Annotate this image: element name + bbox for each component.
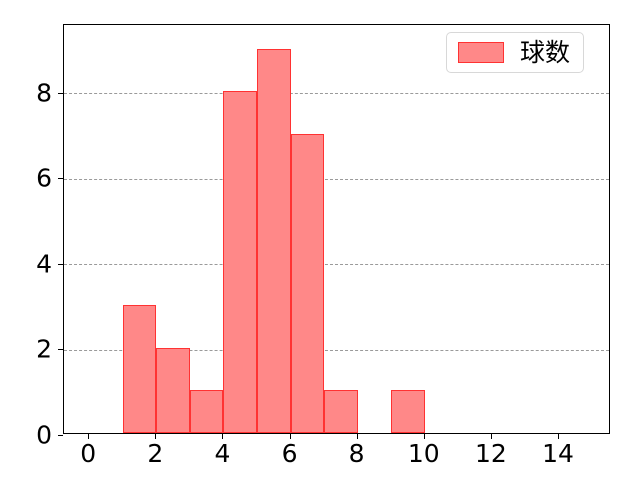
y-tick-mark-2: [58, 349, 63, 351]
x-tick-mark-2: [155, 434, 157, 439]
plot-area: [63, 24, 610, 434]
bar-bin-7-8: [324, 390, 358, 433]
bar-bin-2-3: [156, 347, 190, 433]
x-tick-mark-8: [356, 434, 358, 439]
x-tick-mark-6: [289, 434, 291, 439]
plot-inner: [64, 25, 609, 433]
x-axis: 0 2 4 6 8 10 12 14: [63, 434, 610, 478]
bar-bin-9-10: [391, 390, 425, 433]
y-tick-mark-6: [58, 178, 63, 180]
y-tick-label-6: 6: [36, 163, 52, 193]
x-tick-mark-0: [88, 434, 90, 439]
bar-bin-4-5: [223, 91, 257, 433]
x-tick-label-4: 4: [214, 439, 231, 468]
y-tick-mark-4: [58, 263, 63, 265]
y-tick-label-0: 0: [36, 420, 52, 449]
x-tick-label-0: 0: [80, 439, 97, 468]
x-tick-mark-10: [423, 434, 425, 439]
y-tick-mark-8: [58, 92, 63, 94]
legend-label-kyusu: 球数: [520, 38, 571, 67]
x-tick-label-8: 8: [348, 439, 365, 468]
x-tick-label-6: 6: [281, 439, 298, 468]
legend-swatch-kyusu: [458, 42, 504, 63]
x-tick-mark-14: [557, 434, 559, 439]
bar-bin-6-7: [290, 134, 325, 433]
x-tick-label-12: 12: [474, 439, 507, 468]
gridline-y-2: [64, 349, 609, 351]
y-tick-label-4: 4: [36, 249, 52, 279]
gridline-y-8: [64, 93, 609, 95]
y-axis: 0 2 4 6 8: [0, 24, 63, 447]
y-tick-mark-0: [58, 434, 63, 436]
x-tick-mark-12: [490, 434, 492, 439]
gridline-y-6: [64, 178, 609, 180]
x-tick-label-2: 2: [147, 439, 164, 468]
gridline-y-4: [64, 264, 609, 266]
chart-legend: 球数: [446, 32, 585, 73]
bar-bin-5-6: [256, 48, 291, 433]
y-tick-label-2: 2: [36, 334, 52, 364]
x-tick-label-10: 10: [407, 439, 440, 468]
x-tick-label-14: 14: [542, 439, 574, 468]
bar-bin-3-4: [189, 390, 224, 433]
y-tick-label-8: 8: [36, 78, 52, 108]
bar-bin-1-2: [122, 304, 157, 433]
x-tick-mark-4: [222, 434, 224, 439]
